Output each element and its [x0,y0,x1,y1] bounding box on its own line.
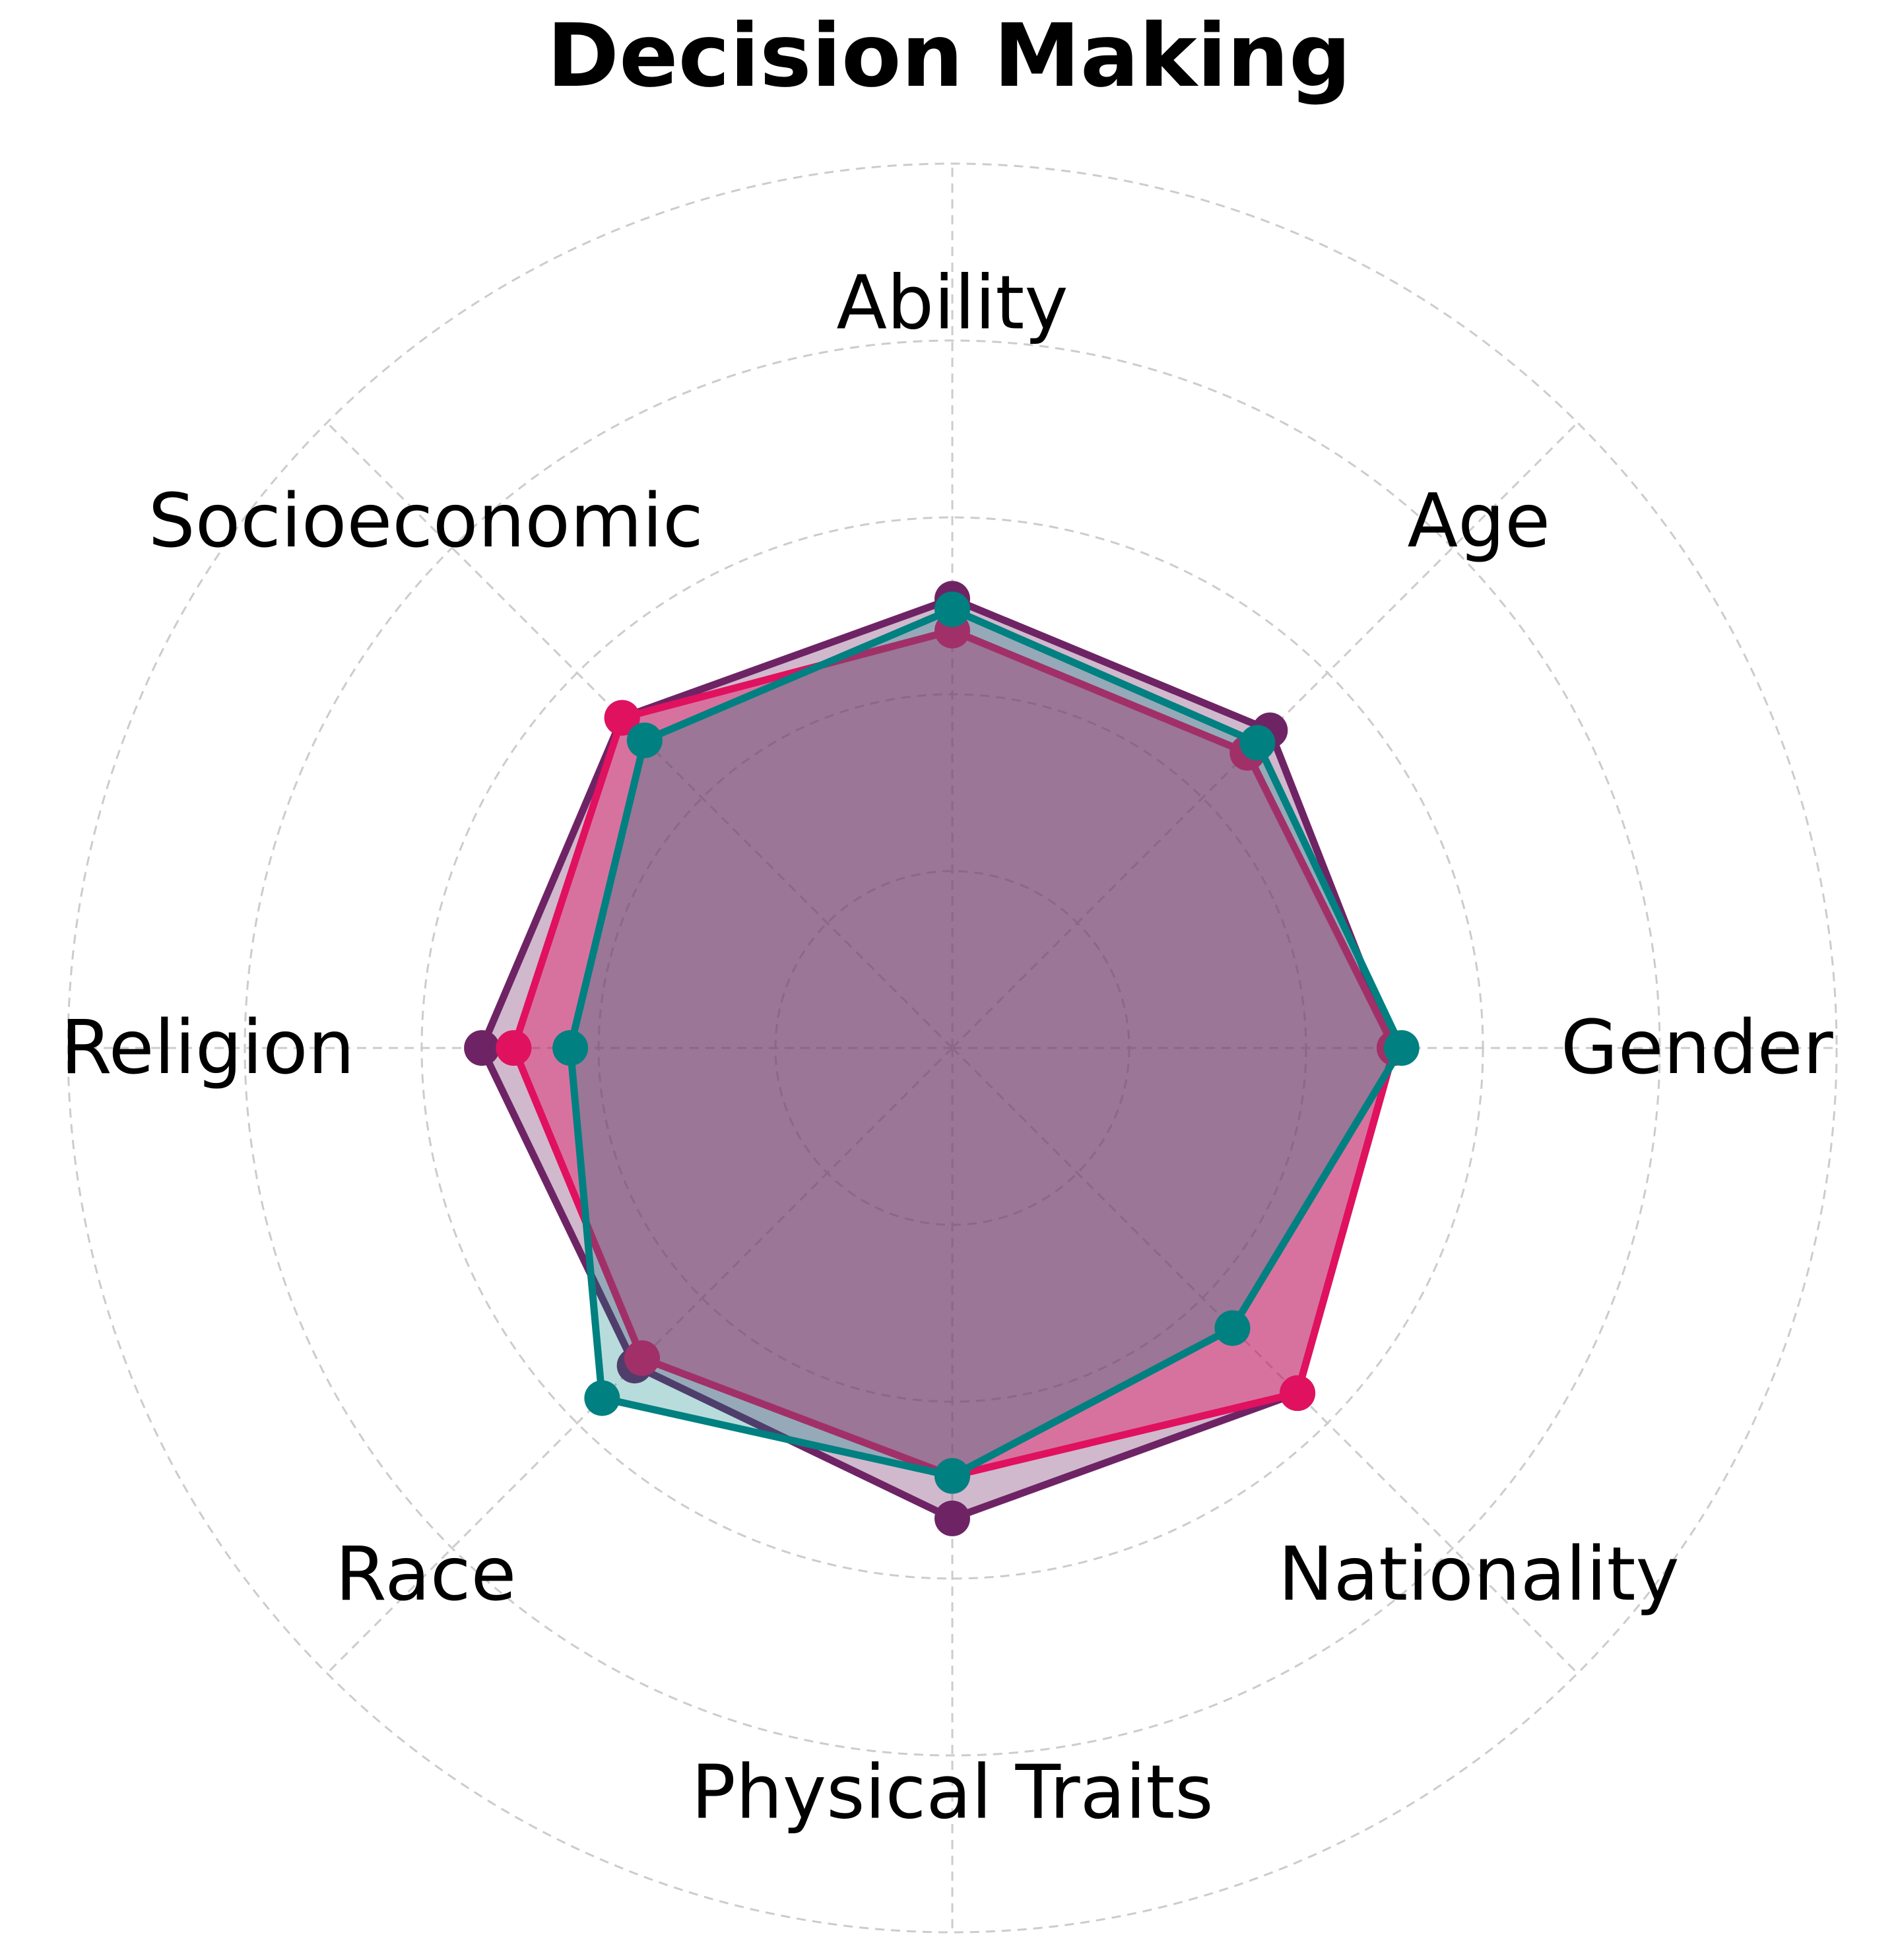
axis-label-nationality: Nationality [1278,1532,1680,1617]
series-3-point-religion [552,1030,589,1066]
chart-title: Decision Making [547,5,1352,107]
series-3-point-gender [1383,1030,1420,1066]
axis-label-ability: Ability [836,261,1068,346]
series-2-point-race [624,1340,661,1376]
axis-label-race: Race [335,1532,516,1617]
series-2-point-religion [496,1030,532,1066]
axis-label-physical-traits: Physical Traits [691,1749,1213,1835]
series-3-point-physical-traits [934,1458,970,1494]
grid-spoke [951,422,1579,1049]
series-2-point-nationality [1280,1375,1316,1412]
axis-label-gender: Gender [1561,1005,1834,1091]
radar-grid [67,162,1838,1934]
series-2-point-socioeconomic [604,700,640,736]
series-3-point-age [1239,725,1276,761]
grid-ring [67,162,1838,1934]
grid-ring [244,339,1661,1757]
axis-label-religion: Religion [61,1005,355,1091]
series-3-point-nationality [1214,1310,1251,1346]
series-1-area [482,599,1394,1519]
series-3-point-race [584,1380,620,1416]
radar-series [464,581,1420,1536]
axis-label-age: Age [1408,478,1551,564]
series-2-area [513,630,1394,1476]
series-3-point-ability [934,591,970,628]
grid-spoke [951,1047,1579,1674]
series-1-point-religion [464,1030,500,1066]
series-1-point-physical-traits [934,1500,970,1536]
axis-labels: Ability Age Gender Nationality Physical Trai… [61,261,1834,1836]
grid-spoke [326,422,954,1049]
axis-label-socioeconomic: Socioeconomic [148,478,704,564]
grid-spoke [326,1047,954,1674]
series-3-area [570,609,1402,1476]
series-3-point-socioeconomic [626,722,663,758]
